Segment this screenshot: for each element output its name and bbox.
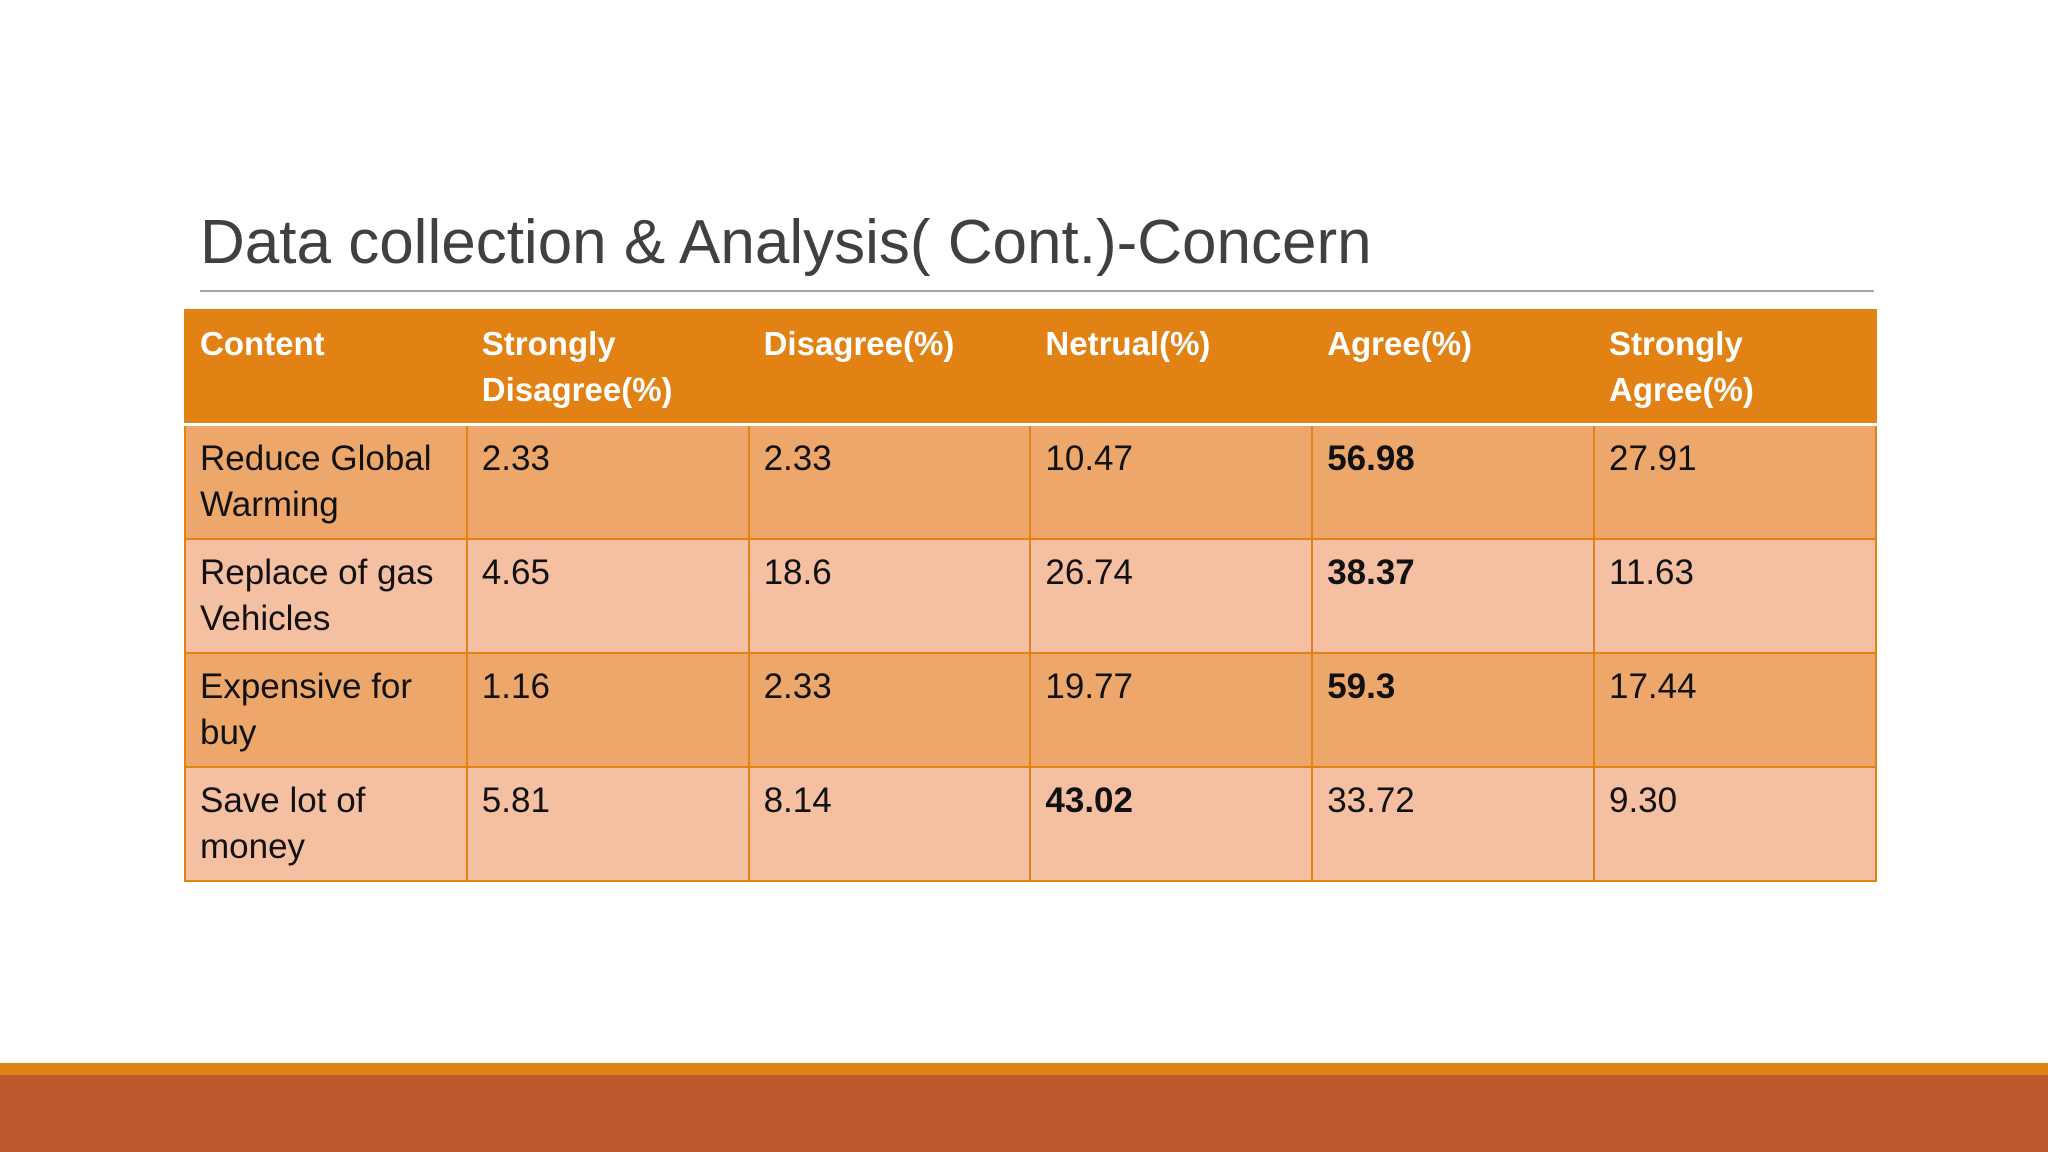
header-disagree: Disagree(%) (749, 310, 1031, 425)
table-header-row: Content Strongly Disagree(%) Disagree(%)… (185, 310, 1876, 425)
header-neutral: Netrual(%) (1030, 310, 1312, 425)
header-content: Content (185, 310, 467, 425)
table-cell: 27.91 (1594, 425, 1876, 540)
table-cell-content: Replace of gas Vehicles (185, 539, 467, 653)
header-strongly-disagree: Strongly Disagree(%) (467, 310, 749, 425)
title-underline (200, 290, 1874, 292)
table-cell-highlight: 59.3 (1312, 653, 1594, 767)
header-strongly-agree: Strongly Agree(%) (1594, 310, 1876, 425)
table-cell: 2.33 (749, 653, 1031, 767)
table-cell: 10.47 (1030, 425, 1312, 540)
table-cell: 11.63 (1594, 539, 1876, 653)
table-cell: 33.72 (1312, 767, 1594, 881)
table-cell: 9.30 (1594, 767, 1876, 881)
table-cell: 19.77 (1030, 653, 1312, 767)
footer-bar (0, 1075, 2048, 1152)
table-row: Replace of gas Vehicles 4.65 18.6 26.74 … (185, 539, 1876, 653)
header-agree: Agree(%) (1312, 310, 1594, 425)
table-cell: 18.6 (749, 539, 1031, 653)
table-cell: 2.33 (467, 425, 749, 540)
footer-accent-line (0, 1063, 2048, 1075)
slide-title: Data collection & Analysis( Cont.)-Conce… (200, 203, 1372, 283)
table-cell-highlight: 56.98 (1312, 425, 1594, 540)
table-cell: 8.14 (749, 767, 1031, 881)
table-cell: 4.65 (467, 539, 749, 653)
table-cell: 5.81 (467, 767, 749, 881)
table-row: Save lot of money 5.81 8.14 43.02 33.72 … (185, 767, 1876, 881)
table-cell: 2.33 (749, 425, 1031, 540)
table-cell-highlight: 38.37 (1312, 539, 1594, 653)
table-cell-highlight: 43.02 (1030, 767, 1312, 881)
table-row: Reduce Global Warming 2.33 2.33 10.47 56… (185, 425, 1876, 540)
table-row: Expensive for buy 1.16 2.33 19.77 59.3 1… (185, 653, 1876, 767)
table-cell-content: Expensive for buy (185, 653, 467, 767)
table-cell-content: Reduce Global Warming (185, 425, 467, 540)
table-cell: 26.74 (1030, 539, 1312, 653)
table-cell: 1.16 (467, 653, 749, 767)
survey-results-table: Content Strongly Disagree(%) Disagree(%)… (184, 309, 1877, 882)
table-cell: 17.44 (1594, 653, 1876, 767)
table-cell-content: Save lot of money (185, 767, 467, 881)
